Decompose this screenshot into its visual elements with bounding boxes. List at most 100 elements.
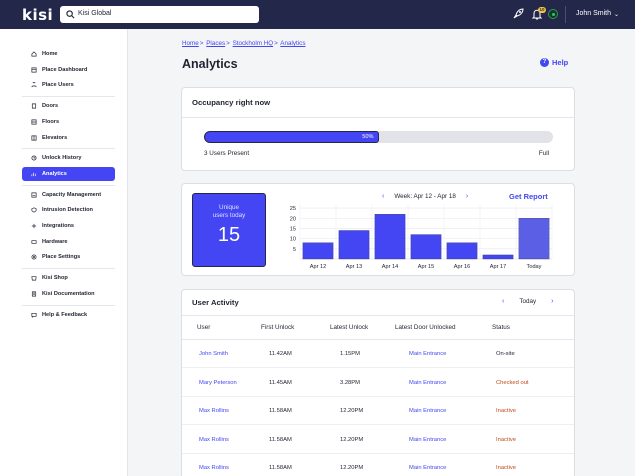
search-input[interactable]: Kisi Global (60, 6, 259, 23)
bar-apr-13 (338, 230, 370, 260)
prev-day-button[interactable]: ‹ (502, 298, 505, 305)
user-name-link[interactable]: Max Rollins (199, 465, 229, 471)
column-header-status[interactable]: Status (492, 324, 510, 331)
bell-icon[interactable] (531, 8, 543, 20)
day-label: Today (519, 298, 537, 305)
sidebar-item-label: Unlock History (42, 155, 82, 162)
sidebar-item-label: Analytics (42, 170, 67, 177)
sidebar-item-place-dashboard[interactable]: Place Dashboard (22, 63, 115, 77)
sidebar-item-label: Capacity Management (42, 191, 102, 198)
notification-badge: 10 (538, 7, 547, 13)
sidebar-item-capacity-management[interactable]: Capacity Management (22, 188, 115, 202)
column-header-first-unlock[interactable]: First Unlock (261, 324, 295, 331)
first-unlock-time: 11.58AM (269, 408, 292, 414)
sidebar-item-home[interactable]: Home (22, 47, 115, 61)
table-row[interactable]: Max Rollins 11.58AM 12.20PM Main Entrance In… (182, 426, 574, 454)
breadcrumb-places[interactable]: Places (206, 40, 226, 47)
help-link[interactable]: ? Help (540, 58, 568, 67)
latest-unlock-time: 1.15PM (340, 351, 360, 357)
status-badge: Checked out (496, 379, 529, 386)
x-tick-label: Today (527, 264, 542, 270)
history-icon (31, 155, 37, 161)
get-report-button[interactable]: Get Report (509, 192, 548, 201)
sidebar-item-kisi-documentation[interactable]: Kisi Documentation (22, 287, 115, 301)
first-unlock-time: 11.58AM (269, 465, 292, 471)
help-icon: ? (540, 58, 549, 67)
capacity-full-label: Full (538, 150, 549, 157)
door-link[interactable]: Main Entrance (409, 436, 447, 443)
sidebar-item-integrations[interactable]: Integrations (22, 219, 115, 233)
x-tick-label: Apr 17 (490, 264, 506, 270)
user-name-link[interactable]: Max Rollins (199, 408, 229, 414)
breadcrumb: Home> Places> Stockholm HQ> Analytics (182, 40, 306, 47)
unique-users-tile: Unique users today 15 (192, 193, 266, 267)
kisi-logo[interactable]: kisi (22, 6, 54, 24)
page-title: Analytics (182, 57, 238, 71)
door-link[interactable]: Main Entrance (409, 408, 447, 414)
status-badge: On-site (496, 351, 515, 357)
divider (182, 117, 574, 118)
week-label: Week: Apr 12 - Apr 18 (394, 193, 456, 200)
sidebar-item-elevators[interactable]: Elevators (22, 131, 115, 145)
status-indicator[interactable] (548, 9, 558, 19)
table-row[interactable]: John Smith 11.42AM 1.15PM Main Entrance On-s… (182, 340, 574, 368)
occupancy-percent: 50% (362, 134, 374, 140)
divider (565, 6, 566, 23)
next-week-button[interactable]: › (465, 193, 469, 200)
sidebar-item-hardware[interactable]: Hardware (22, 235, 115, 249)
bar-today (518, 218, 550, 260)
home-icon (31, 51, 37, 57)
hardware-icon (31, 240, 37, 244)
capacity-icon (31, 192, 37, 198)
next-day-button[interactable]: › (551, 298, 554, 305)
user-name-link[interactable]: Mary Peterson (199, 379, 237, 386)
table-row[interactable]: Max Rollins 11.58AM 12.20PM Main Entrance In… (182, 454, 574, 476)
user-name-link[interactable]: John Smith (199, 351, 228, 357)
sidebar-item-analytics[interactable]: Analytics (22, 166, 115, 181)
breadcrumb-analytics[interactable]: Analytics (280, 40, 306, 47)
sidebar-item-label: Elevators (42, 134, 68, 141)
elevator-icon (31, 135, 37, 140)
sidebar-item-label: Integrations (42, 223, 75, 229)
breadcrumb-stockholm-hq[interactable]: Stockholm HQ (232, 40, 274, 47)
sidebar-item-place-settings[interactable]: Place Settings (22, 250, 115, 264)
divider (182, 339, 574, 340)
sidebar-item-help-feedback[interactable]: Help & Feedback (22, 308, 115, 322)
sidebar-item-label: Home (42, 51, 58, 57)
sidebar-item-label: Place Settings (42, 254, 81, 261)
door-link[interactable]: Main Entrance (409, 465, 447, 471)
user-activity-title: User Activity (192, 298, 239, 307)
door-link[interactable]: Main Entrance (409, 351, 447, 357)
settings-icon (31, 254, 37, 260)
user-menu[interactable]: John Smith (576, 10, 612, 17)
sidebar-item-floors[interactable]: Floors (22, 115, 115, 129)
docs-icon (31, 291, 37, 297)
day-selector: ‹ Today › (502, 298, 554, 305)
help-icon (31, 312, 37, 318)
sidebar-item-intrusion-detection[interactable]: Intrusion Detection (22, 203, 115, 217)
breadcrumb-home[interactable]: Home (182, 40, 199, 47)
sidebar-item-place-users[interactable]: Place Users (22, 78, 115, 92)
table-row[interactable]: Max Rollins 11.58AM 12.20PM Main Entrance In… (182, 397, 574, 425)
x-tick-label: Apr 16 (454, 264, 470, 270)
status-badge: Inactive (496, 465, 516, 471)
sidebar-item-kisi-shop[interactable]: Kisi Shop (22, 271, 115, 285)
users-present: 3 Users Present (204, 150, 250, 157)
chevron-down-icon[interactable]: ⌄ (614, 12, 620, 18)
unique-users-bar-chart: 5 10 15 20 25 Apr 12 Apr 13 Apr 14 Apr 15 Apr 16 A… (290, 204, 553, 270)
integrations-icon (31, 223, 37, 229)
column-header-latest-unlock[interactable]: Latest Unlock (330, 324, 369, 331)
shop-icon (31, 276, 37, 281)
prev-week-button[interactable]: ‹ (382, 193, 385, 200)
sidebar-item-doors[interactable]: Doors (22, 99, 115, 113)
online-dot (551, 12, 555, 16)
sidebar-item-label: Place Dashboard (42, 66, 88, 73)
sidebar-item-unlock-history[interactable]: Unlock History (22, 151, 115, 165)
user-name-link[interactable]: Max Rollins (199, 436, 229, 443)
door-link[interactable]: Main Entrance (409, 379, 447, 386)
column-header-user[interactable]: User (197, 324, 211, 331)
rocket-icon[interactable] (512, 8, 524, 20)
column-header-latest-door[interactable]: Latest Door Unlocked (395, 324, 456, 331)
bar-apr-14 (374, 214, 406, 260)
table-row[interactable]: Mary Peterson 11.45AM 3.28PM Main Entrance C… (182, 369, 574, 397)
